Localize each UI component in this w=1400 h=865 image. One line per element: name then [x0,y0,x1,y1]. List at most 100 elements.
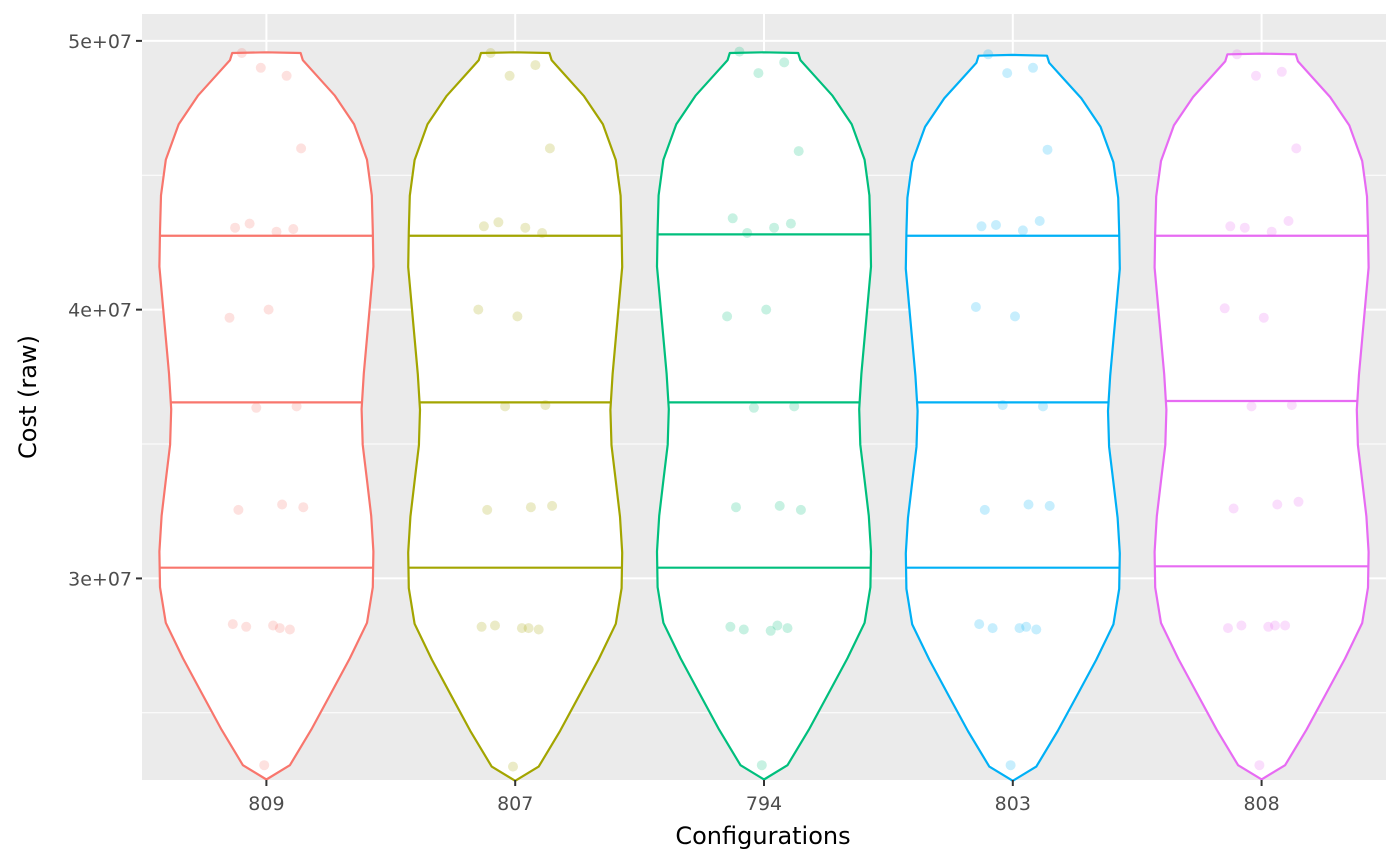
data-point [241,621,252,632]
data-point [742,228,753,238]
data-point [1005,760,1016,771]
data-point [1225,221,1236,232]
x-tick-label: 794 [746,793,782,815]
data-point [753,68,764,79]
data-point [991,220,1001,230]
data-point [1246,401,1257,412]
data-point [1038,401,1048,412]
data-point [1293,496,1304,507]
data-point [259,760,270,771]
data-point [785,218,796,229]
data-point [1028,62,1038,73]
data-point [795,504,806,515]
violin-807 [407,48,624,782]
data-point [227,619,238,630]
data-point [490,620,500,631]
data-point [1251,70,1261,81]
data-point [765,625,776,636]
data-point [774,500,785,511]
data-point [512,311,523,322]
data-point [476,621,487,632]
data-point [525,502,536,513]
data-point [1236,620,1247,631]
data-point [789,401,800,412]
x-tick-label: 803 [995,793,1031,815]
data-point [734,46,745,57]
data-point [520,222,531,233]
data-point [1266,226,1277,237]
data-point [263,304,274,315]
data-point [485,48,496,58]
data-point [544,143,555,154]
data-point [1223,623,1233,634]
data-point [230,222,241,233]
data-point [233,504,244,515]
x-axis-title: Configurations [675,822,850,850]
data-point [1283,216,1294,226]
violin-body [655,51,873,781]
data-point [722,311,733,322]
violin-809 [158,48,375,781]
data-point [769,222,780,233]
data-point [1239,222,1250,233]
data-point [493,217,504,228]
data-point [756,760,767,771]
data-point [284,624,295,635]
y-tick-label: 4e+07 [68,300,132,322]
violin-808 [1153,49,1370,781]
data-point [236,48,247,58]
data-point [970,302,981,312]
data-point [540,400,551,411]
data-point [473,304,484,315]
data-point [281,70,292,81]
violin-body [1153,52,1370,781]
data-point [530,60,541,71]
data-point [979,504,990,515]
data-point [793,146,804,157]
violin-body [407,51,624,782]
data-point [274,623,285,634]
data-point [500,401,511,412]
x-tick-label: 807 [497,793,533,815]
data-point [731,502,741,513]
data-point [1042,144,1053,155]
violin-803 [904,49,1121,782]
data-point [298,502,309,513]
data-point [1286,400,1297,411]
data-point [748,402,759,413]
violin-body [904,53,1121,782]
data-point [779,57,790,68]
data-point [1044,500,1055,511]
data-point [255,62,266,73]
data-point [291,401,302,412]
data-point [1232,49,1242,60]
y-tick-label: 3e+07 [68,568,132,590]
data-point [1002,68,1013,79]
data-point [976,221,987,232]
y-axis: 3e+07 4e+07 5e+07 [68,31,142,590]
data-point [772,620,783,631]
data-point [727,213,738,224]
data-point [482,504,493,515]
data-point [1031,624,1042,635]
data-point [997,400,1008,411]
data-point [1219,303,1230,314]
data-point [1270,620,1280,631]
x-axis: 809 807 794 803 808 [248,780,1280,815]
x-tick-label: 808 [1243,793,1279,815]
data-point [1272,499,1283,510]
data-point [277,499,288,510]
data-point [1010,311,1020,322]
data-point [1258,312,1269,323]
data-point [504,70,515,81]
data-point [987,623,998,634]
data-point [288,224,299,234]
data-point [251,402,262,413]
data-point [224,312,235,323]
data-point [1291,143,1302,154]
data-point [547,500,558,511]
data-point [782,623,793,634]
y-axis-title: Cost (raw) [14,335,42,459]
data-point [1014,623,1025,634]
